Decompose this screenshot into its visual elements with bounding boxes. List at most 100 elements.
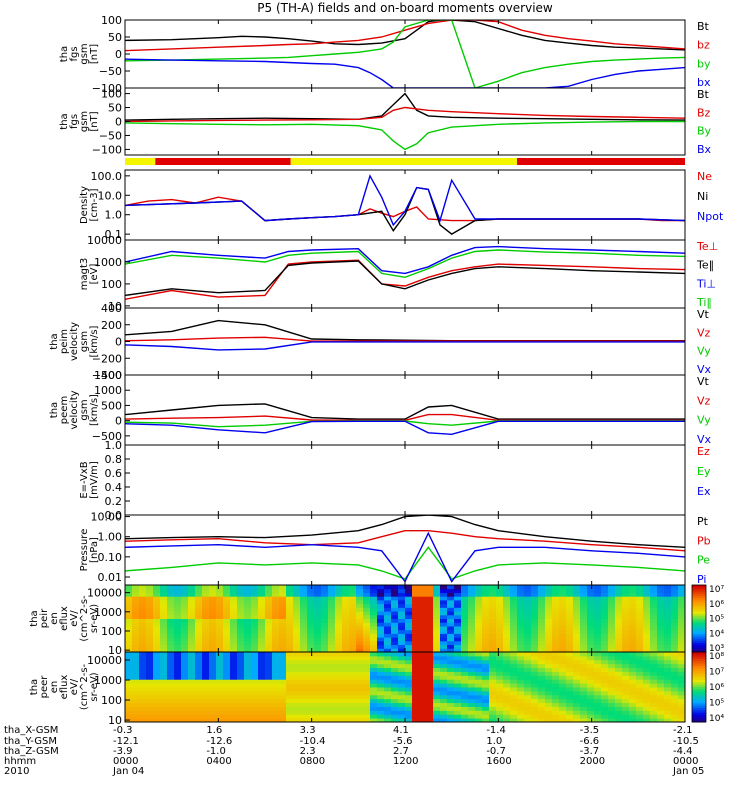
heatmap-cell (181, 644, 189, 649)
heatmap-cell (125, 640, 133, 646)
heatmap-cell (237, 694, 245, 700)
colorbar-band (692, 618, 706, 622)
heatmap-cell (258, 687, 266, 692)
heatmap-cell (272, 592, 280, 597)
heatmap-cell (552, 706, 560, 711)
heatmap-cell (139, 637, 147, 642)
heatmap-cell (251, 625, 259, 631)
heatmap-cell (314, 622, 322, 627)
heatmap-cell (139, 683, 147, 688)
heatmap-cell (244, 702, 252, 707)
heatmap-cell (573, 710, 581, 715)
heatmap-cell (258, 648, 266, 653)
heatmap-cell (545, 640, 553, 646)
heatmap-cell (300, 637, 308, 642)
heatmap-cell (244, 614, 252, 619)
heatmap-cell (300, 596, 308, 601)
heatmap-cell (664, 706, 672, 711)
heatmap-cell (195, 706, 203, 711)
heatmap-cell (496, 690, 504, 696)
heatmap-cell (202, 603, 210, 608)
heatmap-cell (468, 603, 476, 608)
heatmap-cell (594, 618, 602, 623)
heatmap-cell (545, 637, 553, 642)
heatmap-cell (328, 648, 336, 653)
heatmap-cell (188, 687, 196, 692)
heatmap-cell (433, 599, 441, 605)
heatmap-cell (195, 585, 203, 590)
heatmap-cell (426, 629, 434, 634)
heatmap-cell (503, 633, 511, 638)
heatmap-cell (286, 706, 294, 711)
heatmap-cell (209, 702, 217, 707)
heatmap-cell (342, 671, 350, 676)
heatmap-cell (489, 614, 497, 619)
heatmap-cell (643, 603, 651, 608)
heatmap-cell (405, 603, 413, 608)
heatmap-cell (160, 588, 168, 593)
heatmap-cell (517, 637, 525, 642)
heatmap-cell (503, 648, 511, 653)
heatmap-cell (440, 644, 448, 649)
heatmap-cell (265, 679, 273, 684)
heatmap-cell (132, 714, 140, 719)
heatmap-cell (636, 675, 644, 680)
heatmap-cell (216, 644, 224, 649)
heatmap-cell (237, 675, 245, 680)
heatmap-cell (125, 663, 133, 669)
heatmap-cell (314, 640, 322, 646)
heatmap-cell (496, 599, 504, 605)
heatmap-cell (328, 675, 336, 680)
heatmap-cell (139, 599, 147, 605)
heatmap-cell (622, 710, 630, 715)
heatmap-cell (594, 690, 602, 696)
heatmap-cell (454, 687, 462, 692)
heatmap-cell (538, 633, 546, 638)
heatmap-cell (398, 603, 406, 608)
heatmap-cell (328, 667, 336, 672)
heatmap-cell (545, 698, 553, 704)
heatmap-cell (286, 698, 294, 704)
heatmap-cell (314, 663, 322, 669)
heatmap-cell (335, 625, 343, 631)
heatmap-cell (587, 592, 595, 597)
heatmap-cell (139, 714, 147, 719)
heatmap-cell (461, 644, 469, 649)
axis-value: -0.3 (113, 725, 133, 736)
y-tick-label: 100 (101, 278, 122, 291)
heatmap-cell (671, 718, 679, 723)
heatmap-cell (244, 714, 252, 719)
heatmap-cell (349, 607, 357, 612)
heatmap-cell (244, 637, 252, 642)
heatmap-cell (496, 718, 504, 723)
heatmap-cell (314, 637, 322, 642)
heatmap-cell (342, 675, 350, 680)
heatmap-cell (314, 667, 322, 672)
heatmap-cell (629, 644, 637, 649)
heatmap-cell (153, 714, 161, 719)
heatmap-cell (657, 614, 665, 619)
heatmap-cell (573, 585, 581, 590)
heatmap-cell (671, 667, 679, 672)
y-tick-label: 1000 (94, 384, 122, 397)
heatmap-cell (426, 603, 434, 608)
heatmap-cell (342, 655, 350, 661)
heatmap-cell (426, 687, 434, 692)
heatmap-cell (545, 607, 553, 612)
heatmap-cell (503, 710, 511, 715)
heatmap-cell (447, 629, 455, 634)
heatmap-cell (608, 694, 616, 700)
heatmap-cell (664, 683, 672, 688)
heatmap-cell (454, 622, 462, 627)
heatmap-cell (188, 683, 196, 688)
heatmap-cell (454, 718, 462, 723)
heatmap-cell (419, 690, 427, 696)
heatmap-cell (223, 714, 231, 719)
heatmap-cell (482, 585, 490, 590)
heatmap-cell (503, 622, 511, 627)
heatmap-cell (419, 706, 427, 711)
heatmap-cell (279, 629, 287, 634)
heatmap-cell (545, 694, 553, 700)
heatmap-cell (650, 679, 658, 684)
heatmap-cell (223, 702, 231, 707)
